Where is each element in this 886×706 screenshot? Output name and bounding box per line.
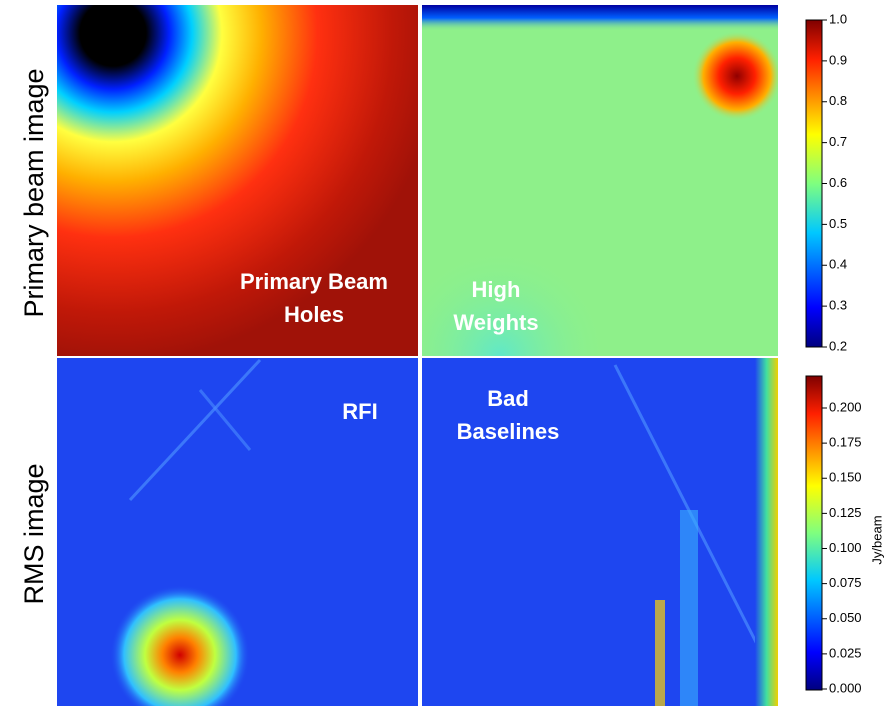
annotation: Weights [453, 310, 538, 335]
annotation: High [472, 277, 521, 302]
tick-label: 0.075 [829, 575, 862, 590]
colorbar [805, 375, 823, 691]
annotation: RFI [342, 399, 377, 424]
tick-label: 0.5 [829, 216, 847, 231]
tick-label: 0.125 [829, 505, 862, 520]
annotations: Primary Beam Holes High Weights RFI Bad Baseli… [240, 269, 559, 444]
tick-label: 0.025 [829, 645, 862, 660]
tick-label: 0.3 [829, 298, 847, 313]
row-label: Primary beam image [19, 68, 49, 317]
annotation: Baselines [457, 419, 560, 444]
tick-label: 0.100 [829, 540, 862, 555]
annotation: Primary Beam [240, 269, 388, 294]
tick-label: 0.9 [829, 52, 847, 67]
tick-label: 0.175 [829, 435, 862, 450]
tick-label: 0.000 [829, 680, 862, 695]
tick-label: 0.8 [829, 93, 847, 108]
panel-primary-beam-holes [57, 5, 418, 356]
panel-bad-baselines [422, 358, 778, 706]
tick-label: 1.0 [829, 11, 847, 26]
tick-label: 0.150 [829, 470, 862, 485]
annotation: Holes [284, 302, 344, 327]
colorbar [805, 19, 823, 348]
annotation: Bad [487, 386, 529, 411]
colorbar-label: Jy/beam [869, 515, 884, 564]
tick-label: 0.4 [829, 257, 847, 272]
row-label: RMS image [19, 463, 49, 604]
panel-high-weights [422, 5, 778, 356]
tick-label: 0.050 [829, 610, 862, 625]
tick-label: 0.7 [829, 134, 847, 149]
panel-rfi [57, 358, 418, 706]
tick-label: 0.200 [829, 399, 862, 414]
tick-label: 0.6 [829, 175, 847, 190]
tick-label: 0.2 [829, 338, 847, 353]
